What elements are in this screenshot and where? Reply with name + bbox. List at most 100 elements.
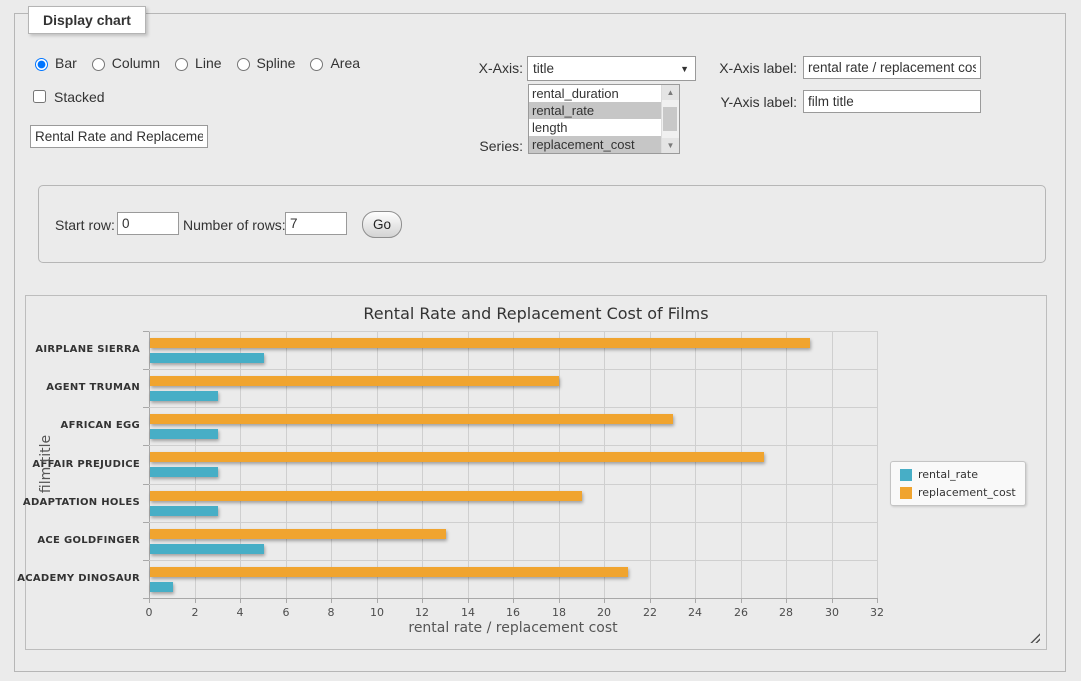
x-tick-label: 2 bbox=[180, 606, 210, 619]
chart-type-radio-spline[interactable] bbox=[237, 58, 250, 71]
bar-replacement_cost bbox=[150, 529, 446, 539]
legend-swatch bbox=[900, 487, 912, 499]
gridline bbox=[377, 331, 378, 598]
gridline bbox=[786, 331, 787, 598]
stacked-label: Stacked bbox=[54, 89, 105, 105]
bar-rental_rate bbox=[150, 582, 173, 592]
y-axis-title: film title bbox=[38, 435, 54, 493]
chart-type-radio-area[interactable] bbox=[310, 58, 323, 71]
series-option-length[interactable]: length bbox=[529, 119, 662, 136]
chart-type-radio-bar[interactable] bbox=[35, 58, 48, 71]
legend-swatch bbox=[900, 469, 912, 481]
gridline bbox=[331, 331, 332, 598]
category-label: AFRICAN EGG bbox=[17, 420, 140, 431]
x-tick-label: 14 bbox=[453, 606, 483, 619]
chart-legend: rental_rate replacement_cost bbox=[890, 461, 1026, 506]
series-option-replacement_cost[interactable]: replacement_cost bbox=[529, 136, 662, 153]
chart-type-label: Column bbox=[112, 55, 160, 71]
y-axis-label-label: Y-Axis label: bbox=[640, 94, 797, 110]
bar-replacement_cost bbox=[150, 567, 628, 577]
y-tick bbox=[143, 331, 149, 332]
y-tick bbox=[143, 369, 149, 370]
chart-title-input[interactable] bbox=[30, 125, 208, 148]
chart-type-radio-group: Bar Column Line Spline Area bbox=[30, 55, 360, 71]
category-label: ACE GOLDFINGER bbox=[17, 535, 140, 546]
go-button[interactable]: Go bbox=[362, 211, 402, 238]
chart-title: Rental Rate and Replacement Cost of Film… bbox=[26, 304, 1046, 323]
gridline bbox=[468, 331, 469, 598]
category-label: AFFAIR PREJUDICE bbox=[17, 459, 140, 470]
page: Display chart BarColumnLineSplineArea St… bbox=[0, 0, 1081, 681]
y-tick bbox=[143, 407, 149, 408]
gridline bbox=[741, 331, 742, 598]
legend-item-rental_rate[interactable]: rental_rate bbox=[900, 468, 1016, 481]
legend-label: rental_rate bbox=[918, 468, 978, 481]
gridline bbox=[286, 331, 287, 598]
bar-rental_rate bbox=[150, 353, 264, 363]
series-select-label: Series: bbox=[430, 138, 523, 154]
chart-type-option-bar[interactable]: Bar bbox=[30, 55, 77, 71]
bar-rental_rate bbox=[150, 429, 218, 439]
x-tick-label: 12 bbox=[407, 606, 437, 619]
stacked-checkbox-row[interactable]: Stacked bbox=[29, 87, 105, 106]
x-tick-label: 28 bbox=[771, 606, 801, 619]
x-tick-label: 16 bbox=[498, 606, 528, 619]
stacked-checkbox[interactable] bbox=[33, 90, 46, 103]
y-tick bbox=[143, 484, 149, 485]
bar-replacement_cost bbox=[150, 414, 673, 424]
bar-replacement_cost bbox=[150, 452, 764, 462]
resize-handle-icon[interactable] bbox=[1029, 632, 1040, 643]
number-of-rows-label: Number of rows: bbox=[183, 217, 286, 233]
legend-label: replacement_cost bbox=[918, 486, 1016, 499]
gridline bbox=[559, 331, 560, 598]
chart-type-label: Spline bbox=[257, 55, 296, 71]
chart-type-option-spline[interactable]: Spline bbox=[232, 55, 296, 71]
chart-type-option-area[interactable]: Area bbox=[305, 55, 360, 71]
bar-replacement_cost bbox=[150, 376, 559, 386]
chart-type-radio-line[interactable] bbox=[175, 58, 188, 71]
plot-area: 02468101214161820222426283032AIRPLANE SI… bbox=[149, 331, 877, 598]
y-axis-label-input[interactable] bbox=[803, 90, 981, 113]
x-tick-label: 20 bbox=[589, 606, 619, 619]
x-axis-line bbox=[149, 598, 878, 599]
bar-rental_rate bbox=[150, 467, 218, 477]
scroll-down-icon[interactable]: ▼ bbox=[662, 138, 679, 153]
chart-type-label: Area bbox=[330, 55, 360, 71]
chart-type-option-column[interactable]: Column bbox=[87, 55, 160, 71]
bar-rental_rate bbox=[150, 391, 218, 401]
chart-type-option-line[interactable]: Line bbox=[170, 55, 221, 71]
chart-type-label: Bar bbox=[55, 55, 77, 71]
gridline bbox=[877, 331, 878, 598]
x-tick-label: 10 bbox=[362, 606, 392, 619]
x-tick-label: 22 bbox=[635, 606, 665, 619]
x-axis-label-input[interactable] bbox=[803, 56, 981, 79]
legend-item-replacement_cost[interactable]: replacement_cost bbox=[900, 486, 1016, 499]
chart-type-radio-column[interactable] bbox=[92, 58, 105, 71]
y-tick bbox=[143, 445, 149, 446]
gridline bbox=[240, 331, 241, 598]
category-gridline bbox=[149, 484, 877, 485]
x-axis-label-label: X-Axis label: bbox=[640, 60, 797, 76]
x-tick-label: 32 bbox=[862, 606, 892, 619]
gridline bbox=[832, 331, 833, 598]
category-gridline bbox=[149, 331, 877, 332]
x-tick-label: 0 bbox=[134, 606, 164, 619]
scrollbar-thumb[interactable] bbox=[663, 107, 677, 131]
x-tick-label: 6 bbox=[271, 606, 301, 619]
gridline bbox=[195, 331, 196, 598]
category-label: AIRPLANE SIERRA bbox=[17, 344, 140, 355]
y-tick bbox=[143, 522, 149, 523]
chart-container: Rental Rate and Replacement Cost of Film… bbox=[25, 295, 1047, 650]
bar-replacement_cost bbox=[150, 338, 810, 348]
x-tick-label: 4 bbox=[225, 606, 255, 619]
gridline bbox=[695, 331, 696, 598]
bar-replacement_cost bbox=[150, 491, 582, 501]
x-axis-select-value: title bbox=[533, 61, 554, 76]
category-gridline bbox=[149, 560, 877, 561]
y-tick bbox=[143, 560, 149, 561]
x-tick-label: 26 bbox=[726, 606, 756, 619]
x-axis-select-label: X-Axis: bbox=[430, 60, 523, 76]
x-tick-label: 30 bbox=[817, 606, 847, 619]
start-row-input[interactable] bbox=[117, 212, 179, 235]
number-of-rows-input[interactable] bbox=[285, 212, 347, 235]
